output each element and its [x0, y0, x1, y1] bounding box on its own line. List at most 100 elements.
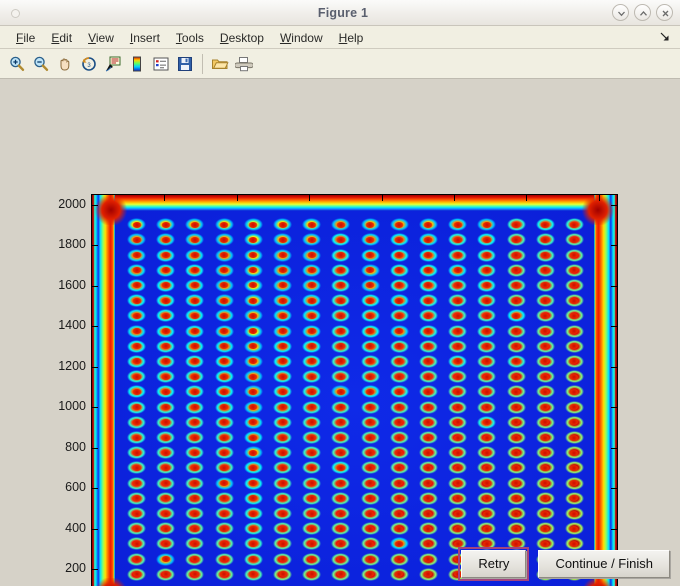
continue-finish-button[interactable]: Continue / Finish — [538, 550, 670, 578]
blob-spot — [360, 309, 380, 323]
menu-tools[interactable]: Tools — [175, 30, 204, 45]
blob-spot — [127, 415, 147, 429]
figure-canvas[interactable]: 200 400 600 800 1000 1200 1400 1600 1800 2000 200… — [0, 79, 680, 586]
blob-spot — [535, 324, 555, 338]
blob-spot — [243, 552, 263, 566]
blob-spot — [273, 537, 293, 551]
blob-spot — [302, 446, 322, 460]
menu-help[interactable]: Help — [338, 30, 364, 45]
blob-spot — [185, 415, 205, 429]
blob-spot — [564, 218, 584, 232]
blob-spot — [243, 339, 263, 353]
blob-spot — [127, 461, 147, 475]
blob-spot — [156, 415, 176, 429]
blob-spot — [302, 218, 322, 232]
blob-spot — [331, 552, 351, 566]
y-tick-mark — [92, 285, 98, 287]
blob-spot — [243, 309, 263, 323]
blob-spot — [448, 491, 468, 505]
legend-icon[interactable] — [150, 53, 172, 75]
menu-edit[interactable]: Edit — [51, 30, 73, 45]
blob-spot — [564, 385, 584, 399]
blob-spot — [185, 385, 205, 399]
open-folder-icon[interactable] — [209, 53, 231, 75]
close-button[interactable] — [656, 4, 673, 21]
hot-corner-top-right — [581, 195, 615, 225]
blob-spot — [302, 309, 322, 323]
blob-spot — [156, 446, 176, 460]
y-tick-label: 1800 — [58, 237, 86, 252]
menu-insert[interactable]: Insert — [129, 30, 160, 45]
blob-spot — [273, 309, 293, 323]
data-cursor-icon[interactable] — [102, 53, 124, 75]
menu-view[interactable]: View — [88, 30, 114, 45]
undock-arrow-icon[interactable] — [658, 30, 672, 44]
blob-spot — [243, 507, 263, 521]
retry-button[interactable]: Retry — [458, 547, 530, 581]
blob-spot — [506, 537, 526, 551]
blob-spot — [273, 248, 293, 262]
blob-spot — [331, 248, 351, 262]
y-tick-label: 1000 — [58, 399, 86, 414]
blob-spot — [127, 263, 147, 277]
blob-spot — [214, 491, 234, 505]
zoom-in-icon[interactable] — [6, 53, 28, 75]
blob-spot — [331, 446, 351, 460]
blob-spot — [127, 339, 147, 353]
blob-spot — [418, 278, 438, 292]
image-axes[interactable] — [91, 194, 618, 586]
blob-spot — [477, 522, 497, 536]
rotate-3d-icon[interactable]: 3 — [78, 53, 100, 75]
hot-corner-top-left — [94, 195, 128, 225]
blob-spot — [185, 278, 205, 292]
blob-spot — [477, 354, 497, 368]
maximize-button[interactable] — [634, 4, 651, 21]
blob-spot — [360, 324, 380, 338]
blob-spot — [127, 537, 147, 551]
hot-edge-right — [594, 195, 617, 586]
pan-hand-icon[interactable] — [54, 53, 76, 75]
blob-array — [122, 217, 589, 582]
y-tick-mark — [611, 447, 617, 449]
blob-spot — [564, 415, 584, 429]
blob-spot — [214, 233, 234, 247]
blob-spot — [243, 354, 263, 368]
blob-spot — [214, 294, 234, 308]
save-figure-icon[interactable] — [174, 53, 196, 75]
minimize-button[interactable] — [612, 4, 629, 21]
blob-spot — [360, 431, 380, 444]
blob-spot — [418, 385, 438, 399]
blob-spot — [418, 248, 438, 262]
blob-spot — [214, 218, 234, 232]
blob-spot — [127, 385, 147, 399]
blob-spot — [273, 431, 293, 444]
blob-spot — [302, 248, 322, 262]
blob-spot — [418, 491, 438, 505]
circle-icon — [11, 9, 20, 18]
blob-spot — [214, 567, 234, 581]
menu-desktop[interactable]: Desktop — [219, 30, 264, 45]
blob-spot — [360, 339, 380, 353]
blob-spot — [214, 446, 234, 460]
menu-file[interactable]: File — [16, 30, 36, 45]
y-tick-mark — [611, 204, 617, 206]
blob-spot — [360, 354, 380, 368]
zoom-out-icon[interactable] — [30, 53, 52, 75]
colorbar-icon[interactable] — [126, 53, 148, 75]
blob-spot — [243, 233, 263, 247]
blob-spot — [214, 522, 234, 536]
blob-spot — [360, 218, 380, 232]
blob-spot — [127, 233, 147, 247]
blob-spot — [477, 278, 497, 292]
blob-spot — [360, 507, 380, 521]
print-icon[interactable] — [233, 53, 255, 75]
blob-spot — [156, 248, 176, 262]
window-controls — [612, 4, 673, 21]
blob-spot — [273, 370, 293, 384]
y-tick-label: 400 — [65, 520, 86, 535]
blob-spot — [156, 461, 176, 475]
blob-spot — [477, 294, 497, 308]
menu-window[interactable]: Window — [279, 30, 323, 45]
y-tick-mark — [611, 285, 617, 287]
blob-spot — [418, 461, 438, 475]
